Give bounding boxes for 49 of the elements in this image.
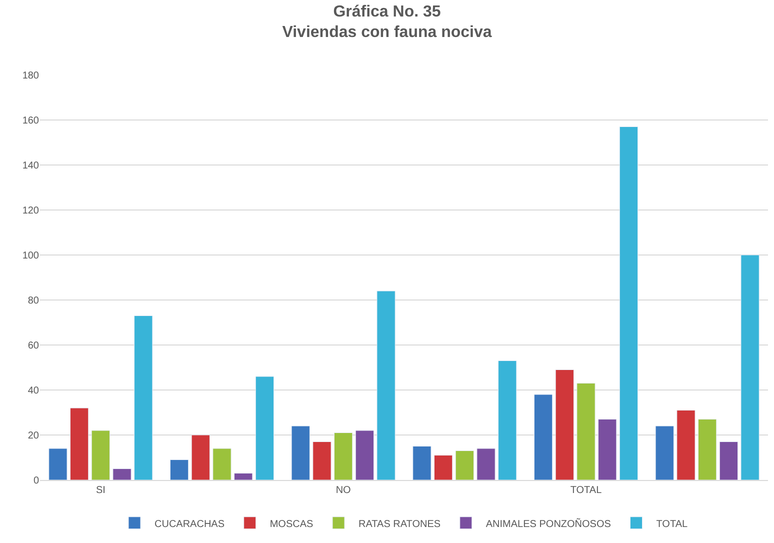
bar	[719, 442, 738, 480]
y-tick-label: 100	[22, 250, 40, 262]
bar	[376, 290, 396, 480]
bar	[434, 455, 453, 480]
bar	[576, 383, 596, 480]
bar	[412, 446, 432, 480]
bar	[291, 426, 310, 480]
bar	[598, 419, 617, 480]
y-tick-label: 140	[22, 160, 40, 172]
bar	[498, 360, 517, 480]
chart-title: Gráfica No. 35 Viviendas con fauna nociva	[282, 3, 492, 42]
bar	[170, 460, 189, 480]
x-tick-label: SI	[96, 485, 106, 496]
y-tick-label: 160	[22, 116, 40, 126]
bar	[676, 410, 696, 480]
y-tick-label: 0	[33, 476, 40, 486]
bar	[191, 434, 210, 480]
x-tick-label: NO	[336, 485, 352, 496]
bar	[212, 448, 232, 480]
legend-label: TOTAL	[656, 518, 688, 530]
bar	[555, 370, 574, 480]
y-tick-label: 180	[22, 70, 40, 82]
bar	[619, 126, 638, 480]
y-tick-label: 120	[22, 206, 40, 216]
legend-label: MOSCAS	[270, 518, 314, 530]
bar	[655, 426, 674, 480]
bar	[476, 448, 496, 480]
bar	[134, 316, 153, 480]
y-tick-label: 60	[28, 340, 40, 352]
bar	[48, 448, 68, 480]
legend-label: ANIMALES PONZOÑOSOS	[486, 518, 612, 530]
bar	[698, 419, 717, 480]
bar	[740, 254, 760, 480]
bar	[70, 408, 89, 480]
bar	[91, 430, 110, 480]
bar	[112, 468, 132, 480]
bar	[355, 430, 374, 480]
bar	[255, 376, 274, 480]
bar	[312, 442, 332, 480]
y-tick-label: 20	[28, 430, 40, 442]
bar	[234, 473, 253, 480]
bar	[534, 394, 553, 480]
bar	[334, 432, 353, 480]
legend-label: RATAS RATONES	[358, 518, 441, 530]
y-tick-label: 80	[28, 296, 40, 306]
bar	[455, 450, 474, 480]
y-tick-label: 40	[28, 386, 40, 396]
legend-label: CUCARACHAS	[154, 518, 225, 530]
x-tick-label: TOTAL	[570, 485, 602, 496]
